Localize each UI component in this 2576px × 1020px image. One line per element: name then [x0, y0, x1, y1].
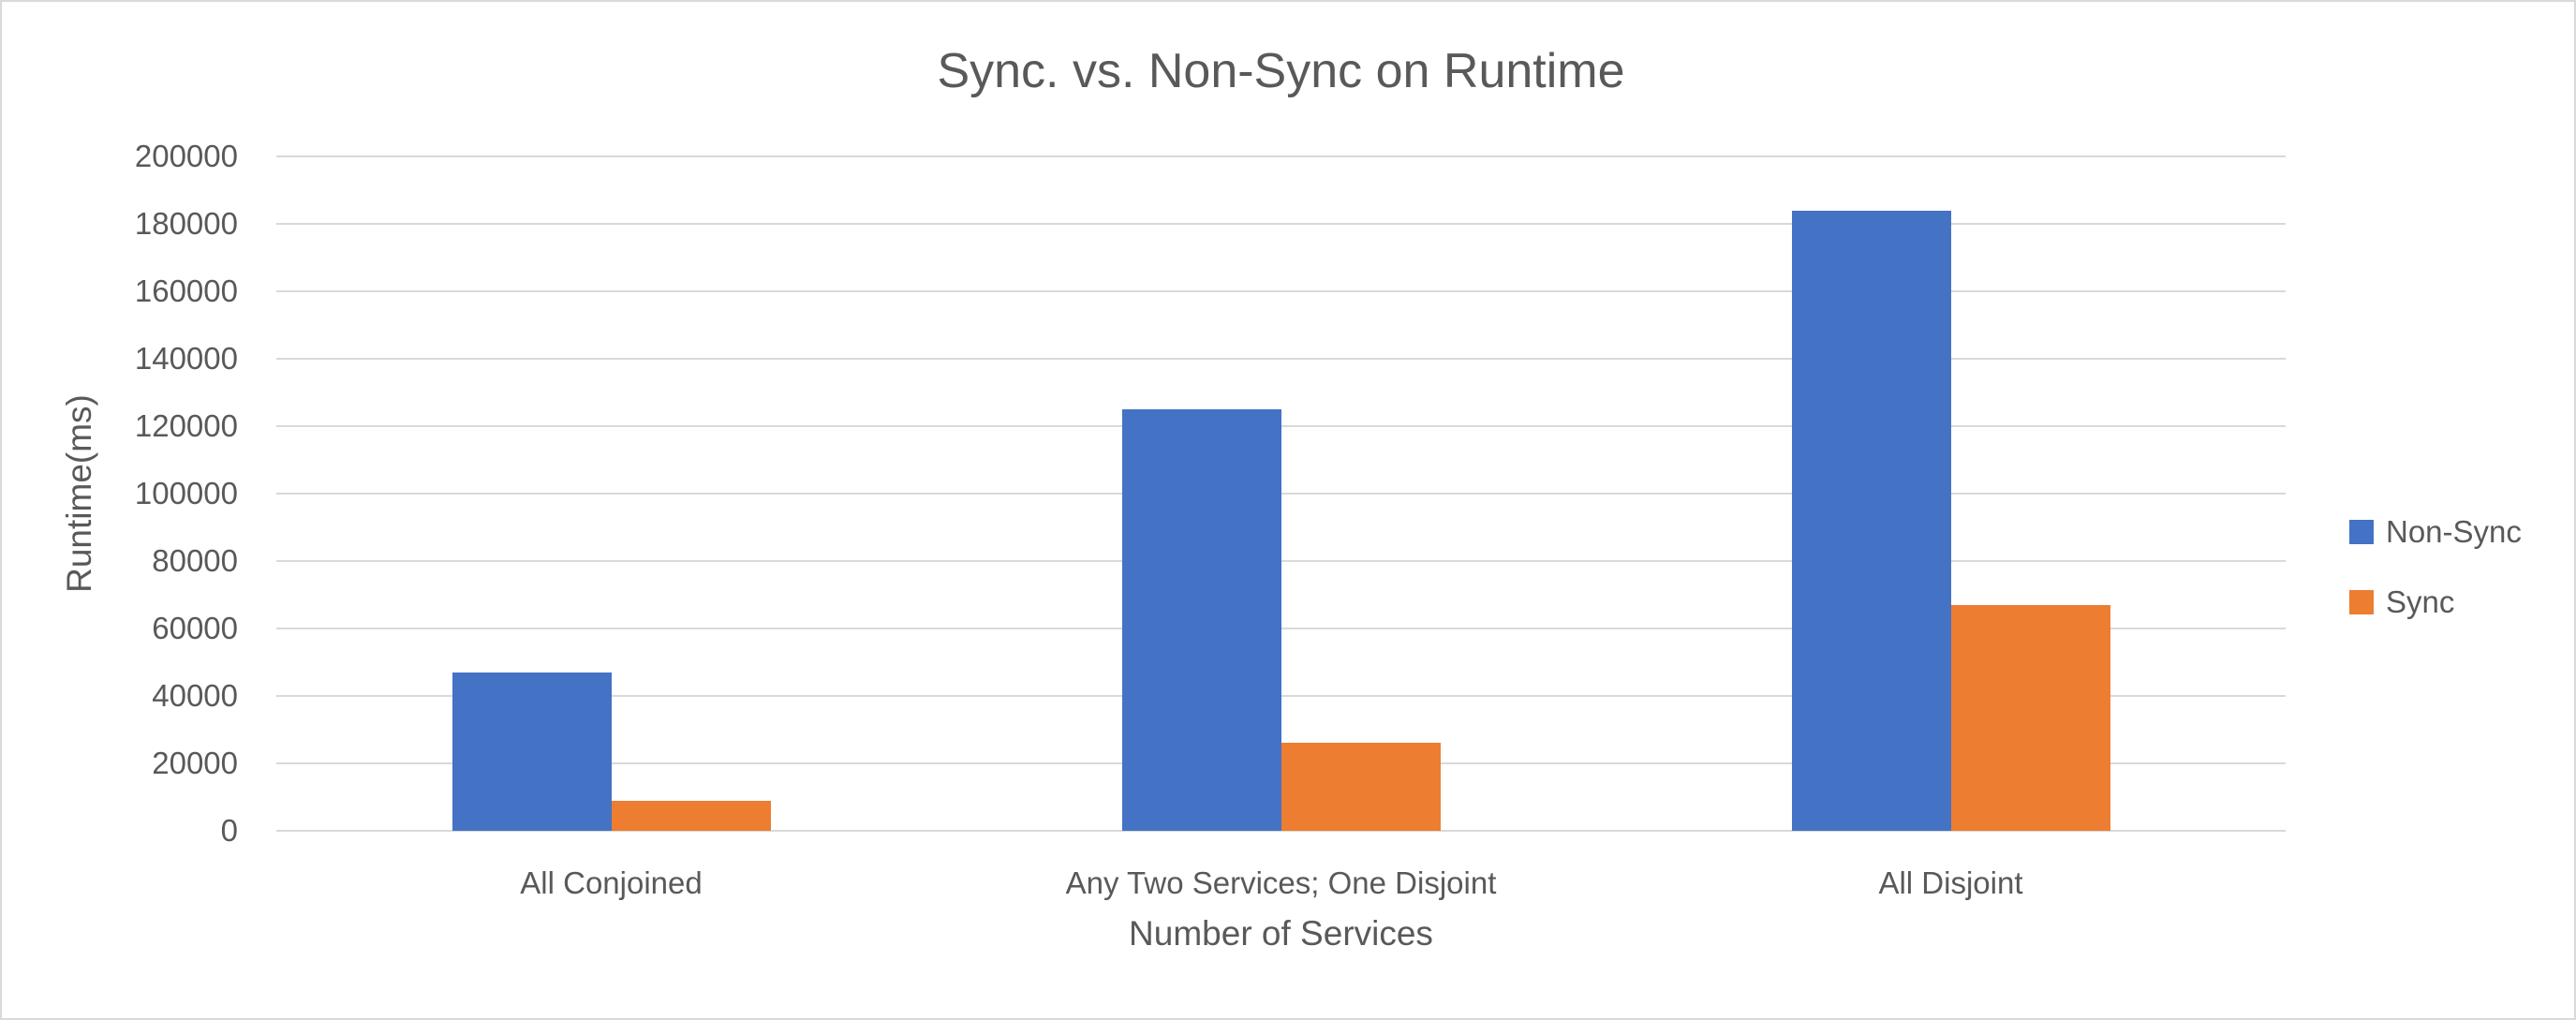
gridline: [276, 358, 2286, 360]
x-axis-title: Number of Services: [1129, 914, 1433, 953]
legend-swatch-non-sync-icon: [2349, 520, 2374, 544]
legend-item-sync: Sync: [2349, 582, 2522, 623]
category-label: All Conjoined: [520, 865, 703, 900]
category-label: All Disjoint: [1878, 865, 2023, 900]
bar-non-sync-2: [1121, 409, 1281, 831]
y-tick-label: 160000: [134, 273, 238, 308]
gridline: [276, 560, 2286, 562]
y-tick-label: 120000: [134, 408, 238, 443]
bar-sync-1: [611, 800, 771, 831]
bar-non-sync-1: [452, 672, 612, 831]
legend: Non-Sync Sync: [2349, 511, 2522, 652]
legend-swatch-sync-icon: [2349, 590, 2374, 614]
y-tick-label: 20000: [152, 746, 238, 780]
y-tick-label: 180000: [134, 206, 238, 241]
gridline: [276, 830, 2286, 832]
gridline: [276, 223, 2286, 225]
y-tick-label: 140000: [134, 341, 238, 376]
y-tick-label: 40000: [152, 678, 238, 713]
y-tick-label: 0: [220, 813, 238, 848]
gridline: [276, 155, 2286, 157]
bar-non-sync-3: [1791, 210, 1951, 831]
gridline: [276, 695, 2286, 697]
gridline: [276, 290, 2286, 292]
bar-sync-2: [1281, 743, 1441, 831]
legend-item-non-sync: Non-Sync: [2349, 511, 2522, 553]
gridline: [276, 493, 2286, 495]
legend-label-non-sync: Non-Sync: [2386, 514, 2522, 549]
gridline: [276, 425, 2286, 427]
y-tick-label: 200000: [134, 139, 238, 173]
y-tick-label: 100000: [134, 476, 238, 510]
y-tick-label: 60000: [152, 611, 238, 645]
y-tick-label: 80000: [152, 543, 238, 578]
gridline: [276, 628, 2286, 629]
chart-title: Sync. vs. Non-Sync on Runtime: [937, 44, 1625, 98]
category-label: Any Two Services; One Disjoint: [1065, 865, 1497, 900]
bar-sync-3: [1950, 604, 2110, 831]
legend-label-sync: Sync: [2386, 584, 2455, 619]
plot-area: [276, 155, 2286, 832]
